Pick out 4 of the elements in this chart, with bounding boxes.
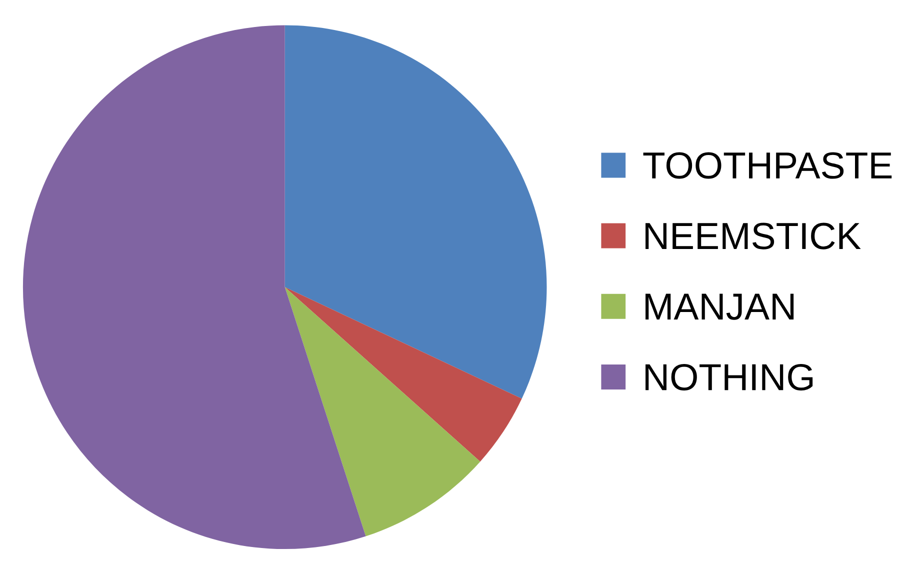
legend-label: TOOTHPASTE <box>643 152 892 179</box>
legend-label: NEEMSTICK <box>646 222 861 250</box>
legend-label: NOTHING <box>646 364 813 390</box>
legend-label: MANJAN <box>646 294 794 320</box>
